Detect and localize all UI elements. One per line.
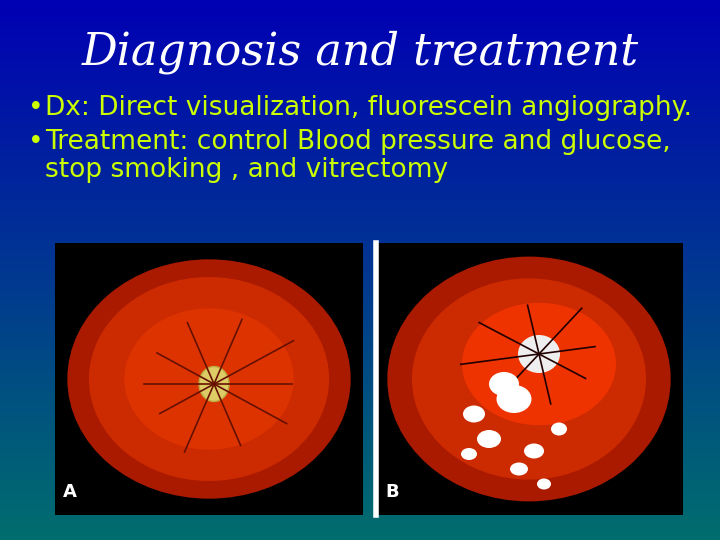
Ellipse shape xyxy=(412,278,646,480)
Text: •: • xyxy=(28,95,44,121)
Text: •: • xyxy=(28,129,44,155)
Ellipse shape xyxy=(497,385,531,413)
Bar xyxy=(375,243,683,515)
Ellipse shape xyxy=(477,430,501,448)
Ellipse shape xyxy=(199,367,229,402)
Text: Treatment: control Blood pressure and glucose,: Treatment: control Blood pressure and gl… xyxy=(45,129,671,155)
Ellipse shape xyxy=(387,256,671,502)
Ellipse shape xyxy=(537,478,551,489)
Ellipse shape xyxy=(518,335,560,373)
Text: Dx: Direct visualization, fluorescein angiography.: Dx: Direct visualization, fluorescein an… xyxy=(45,95,692,121)
Ellipse shape xyxy=(461,448,477,460)
Ellipse shape xyxy=(125,308,294,450)
Ellipse shape xyxy=(462,303,616,425)
Ellipse shape xyxy=(551,422,567,435)
Text: Diagnosis and treatment: Diagnosis and treatment xyxy=(81,30,639,74)
Ellipse shape xyxy=(68,259,351,498)
Bar xyxy=(55,243,363,515)
Ellipse shape xyxy=(89,277,329,481)
Ellipse shape xyxy=(463,406,485,422)
Ellipse shape xyxy=(524,443,544,458)
Ellipse shape xyxy=(489,372,519,396)
Text: B: B xyxy=(385,483,399,501)
Text: A: A xyxy=(63,483,77,501)
Text: stop smoking , and vitrectomy: stop smoking , and vitrectomy xyxy=(45,157,448,183)
Ellipse shape xyxy=(510,462,528,476)
